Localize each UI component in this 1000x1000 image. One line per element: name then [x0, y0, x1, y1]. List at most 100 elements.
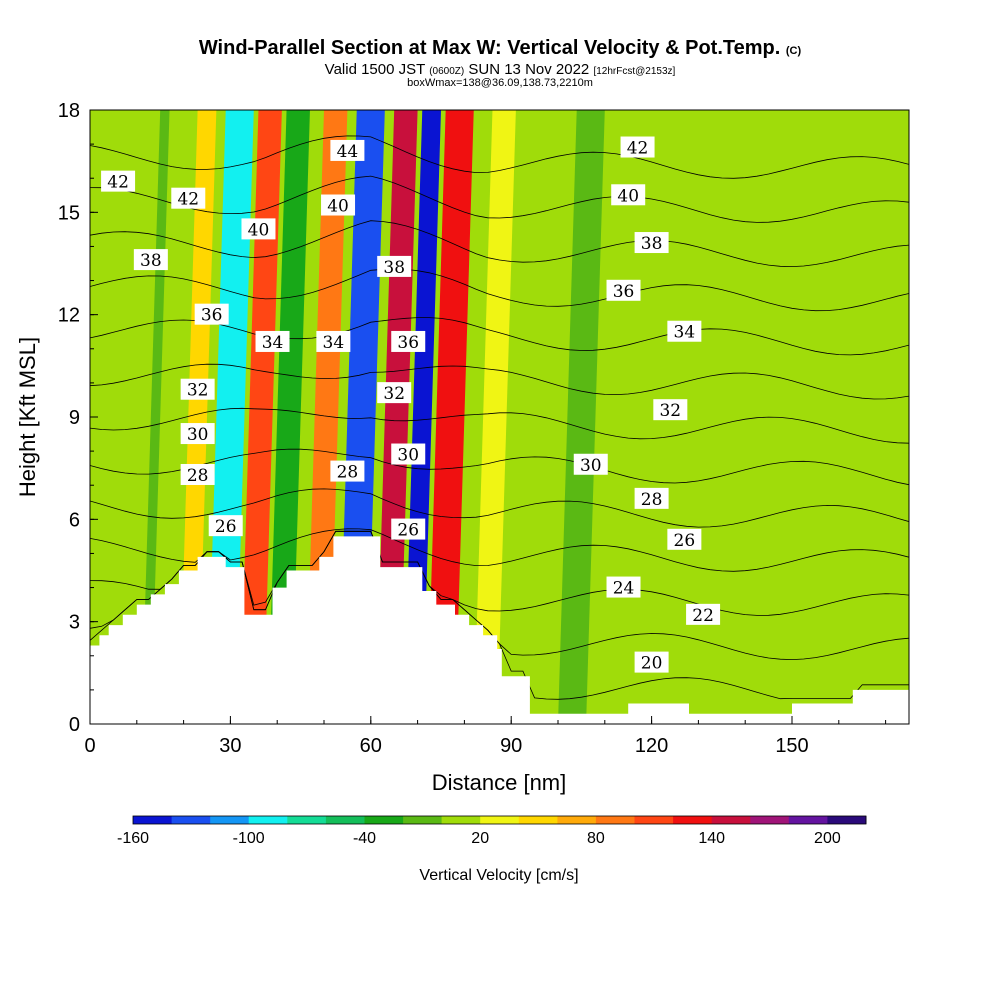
x-tick-label: 90: [500, 735, 522, 757]
contour-label: 28: [180, 463, 215, 486]
contour-label-text: 38: [383, 258, 405, 278]
y-tick-label: 15: [58, 202, 80, 224]
y-axis-label: Height [Kft MSL]: [15, 337, 40, 497]
valid-time-zulu: (0600Z): [429, 66, 465, 77]
contour-label-bg: [171, 187, 206, 209]
contour-label-text: 40: [327, 197, 349, 217]
copyright-mark: (C): [785, 45, 802, 57]
contour-label-text: 20: [641, 654, 663, 674]
contour-label: 40: [321, 194, 356, 217]
velocity-field: [90, 110, 909, 724]
contour-label-text: 34: [323, 333, 345, 353]
contour-label-text: 38: [641, 234, 663, 254]
contour-label: 38: [133, 249, 168, 271]
contour-label: 34: [667, 320, 702, 343]
contour-label: 26: [208, 515, 243, 537]
colorbar: -160 -100 -40 20 80 140 200: [117, 815, 867, 847]
colorbar-swatch: [634, 816, 674, 824]
contour-label-text: 24: [613, 579, 635, 599]
colorbar-swatch: [788, 816, 828, 824]
forecast-info: [12hrFcst@2153z]: [593, 66, 676, 77]
contour-label: 34: [316, 330, 351, 353]
contour-label: 36: [606, 279, 641, 302]
colorbar-swatch: [595, 816, 635, 824]
contour-label-bg: [101, 170, 136, 192]
y-tick-label: 12: [58, 305, 80, 327]
contour-label: 32: [653, 399, 688, 421]
colorbar-swatch: [287, 816, 327, 824]
contour-label-text: 34: [262, 333, 284, 353]
colorbar-swatch: [403, 816, 443, 824]
isentrope-line: [90, 407, 909, 444]
contour-label-bg: [330, 139, 365, 161]
contour-label-bg: [208, 515, 243, 537]
contour-label: 38: [634, 232, 669, 254]
contour-label-bg: [634, 651, 669, 673]
contour-label: 28: [330, 460, 365, 483]
contour-label-bg: [377, 382, 412, 404]
isentropes: [90, 135, 909, 700]
colorbar-swatch: [364, 816, 404, 824]
contour-label-bg: [391, 518, 426, 540]
colorbar-swatch: [557, 816, 597, 824]
contour-label: 32: [180, 378, 215, 401]
colorbar-tick-label: 80: [587, 830, 605, 847]
colorbar-label: Vertical Velocity [cm/s]: [419, 867, 578, 884]
contour-label-bg: [391, 330, 426, 352]
terrain: [90, 536, 909, 724]
contour-label-text: 30: [187, 425, 209, 445]
valid-time: Valid 1500 JST: [324, 61, 426, 78]
colorbar-swatch: [827, 816, 867, 824]
colorbar-swatch: [480, 816, 520, 824]
x-tick-label: 60: [360, 735, 382, 757]
isentrope-line: [90, 135, 909, 179]
contour-label-bg: [391, 443, 426, 465]
colorbar-tick-label: -160: [117, 830, 149, 847]
contour-label: 22: [686, 603, 721, 626]
contour-label-text: 44: [337, 142, 359, 162]
contour-label-text: 32: [659, 401, 681, 421]
contour-label-text: 36: [201, 306, 223, 326]
contour-label: 26: [391, 518, 426, 541]
contour-label-text: 36: [613, 282, 635, 302]
contour-label-text: 38: [140, 251, 162, 271]
contour-label-bg: [653, 399, 688, 421]
contour-label: 38: [377, 255, 412, 278]
contour-label-text: 30: [580, 456, 602, 476]
contour-label-bg: [377, 255, 412, 277]
isentrope-line: [90, 220, 909, 268]
y-tick-label: 3: [69, 612, 80, 634]
contour-label-text: 42: [627, 139, 649, 159]
colorbar-swatch: [518, 816, 558, 824]
velocity-band: [267, 110, 310, 724]
contour-label-bg: [321, 194, 356, 216]
x-axis-label: Distance [nm]: [432, 770, 567, 795]
contour-label-bg: [194, 303, 229, 325]
colorbar-tick-label: -40: [353, 830, 376, 847]
isentrope-line: [90, 528, 909, 572]
contour-label-text: 28: [337, 463, 359, 483]
x-tick-label: 150: [775, 735, 808, 757]
y-tick-label: 9: [69, 407, 80, 429]
chart-subtitle: Valid 1500 JST (0600Z) SUN 13 Nov 2022 […: [0, 61, 1000, 78]
contour-label-text: 28: [187, 466, 209, 486]
contour-label-text: 42: [107, 173, 129, 193]
y-tick-label: 0: [69, 714, 80, 736]
isentrope-line: [90, 488, 909, 528]
contour-label: 40: [241, 218, 276, 240]
contour-label: 42: [171, 187, 206, 210]
contour-label-bg: [316, 330, 351, 352]
contour-label-text: 26: [215, 517, 237, 537]
contour-label-text: 26: [674, 531, 696, 551]
contour-label-text: 36: [397, 333, 419, 353]
contour-label-bg: [255, 330, 290, 352]
contour-label-text: 40: [617, 186, 639, 206]
colorbar-swatch: [133, 816, 173, 824]
contour-label: 36: [391, 330, 426, 353]
colorbar-tick-label: 200: [814, 830, 841, 847]
contour-label-bg: [686, 603, 721, 625]
contour-label-bg: [620, 136, 655, 158]
contour-label: 44: [330, 139, 365, 162]
colorbar-swatch: [248, 816, 288, 824]
contour-label-bg: [133, 249, 168, 271]
